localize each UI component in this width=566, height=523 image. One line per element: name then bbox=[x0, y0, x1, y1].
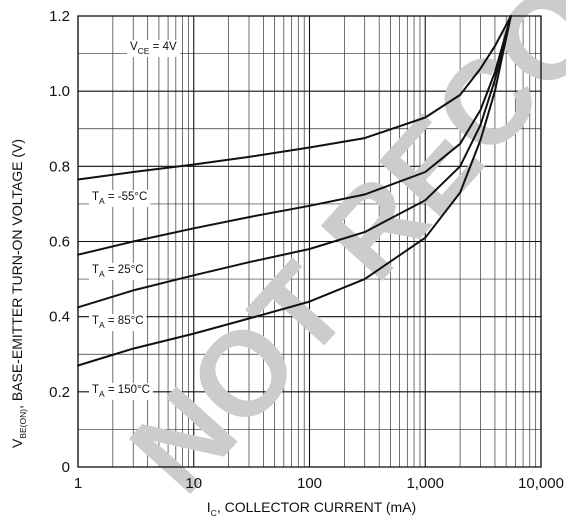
series-label: VCE = 4V bbox=[127, 40, 180, 57]
y-tick-label: 0.4 bbox=[49, 309, 70, 326]
series-label-background bbox=[89, 383, 153, 400]
series-line bbox=[77, 15, 512, 181]
y-axis-title-main: V bbox=[9, 438, 25, 448]
label-sub: A bbox=[99, 320, 105, 330]
y-tick-labels: 0 0.2 0.4 0.6 0.8 1.0 1.2 bbox=[49, 8, 70, 476]
series-label-text: TA = 85°C bbox=[92, 315, 144, 330]
series-label-text: TA = -55°C bbox=[92, 191, 147, 206]
series-label-text: VCE = 4V bbox=[130, 41, 177, 56]
series-label: TA = 25°C bbox=[89, 263, 147, 280]
x-tick-labels: 1 10 100 1,000 10,000 bbox=[74, 475, 564, 492]
label-sub: CE bbox=[138, 46, 150, 56]
series-label: TA = 150°C bbox=[89, 383, 153, 400]
y-tick-label: 0 bbox=[62, 459, 70, 476]
series-line bbox=[77, 15, 512, 309]
x-tick-label: 100 bbox=[297, 475, 322, 492]
label-main: T bbox=[92, 384, 99, 396]
y-axis-title-rest: , BASE-EMITTER TURN-ON VOLTAGE (V) bbox=[9, 139, 25, 409]
series-label-text: TA = 25°C bbox=[92, 264, 144, 279]
label-main: T bbox=[92, 191, 99, 203]
label-sub: A bbox=[99, 196, 105, 206]
x-axis-title-main: I bbox=[207, 499, 211, 515]
y-axis-title: VBE(ON), BASE-EMITTER TURN-ON VOLTAGE (V… bbox=[9, 139, 28, 448]
series-label-text: TA = 150°C bbox=[92, 384, 150, 399]
label-sub: A bbox=[99, 389, 105, 399]
x-axis-title-rest: , COLLECTOR CURRENT (mA) bbox=[217, 499, 416, 515]
series-label: TA = -55°C bbox=[89, 190, 151, 207]
y-tick-label: 1.2 bbox=[49, 8, 70, 25]
y-tick-label: 1.0 bbox=[49, 83, 70, 100]
label-main: V bbox=[130, 41, 138, 53]
series-label: TA = 85°C bbox=[89, 314, 147, 331]
series-label-background bbox=[127, 40, 180, 57]
label-main: T bbox=[92, 315, 99, 327]
label-main: T bbox=[92, 264, 99, 276]
series-label-background bbox=[89, 263, 147, 280]
series-label-background bbox=[89, 190, 151, 207]
series-line bbox=[77, 15, 512, 367]
label-sub: A bbox=[99, 269, 105, 279]
label-rest: = 150°C bbox=[105, 384, 150, 396]
label-rest: = 85°C bbox=[105, 315, 144, 327]
label-rest: = 25°C bbox=[105, 264, 144, 276]
y-tick-label: 0.2 bbox=[49, 384, 70, 401]
plot-frame bbox=[77, 15, 542, 468]
x-axis-title-sub: C bbox=[211, 508, 217, 518]
y-tick-label: 0.8 bbox=[49, 158, 70, 175]
y-axis-title-sub: BE(ON) bbox=[18, 409, 28, 439]
x-tick-label: 10,000 bbox=[518, 475, 564, 492]
series-line bbox=[77, 15, 512, 256]
x-tick-label: 1 bbox=[74, 475, 82, 492]
x-tick-label: 10 bbox=[185, 475, 202, 492]
series-lines bbox=[77, 15, 512, 367]
y-tick-label: 0.6 bbox=[49, 234, 70, 251]
x-axis-title: IC, COLLECTOR CURRENT (mA) bbox=[207, 499, 416, 518]
label-rest: = 4V bbox=[149, 41, 177, 53]
x-tick-label: 1,000 bbox=[406, 475, 444, 492]
series-label-background bbox=[89, 314, 147, 331]
label-rest: = -55°C bbox=[105, 191, 148, 203]
